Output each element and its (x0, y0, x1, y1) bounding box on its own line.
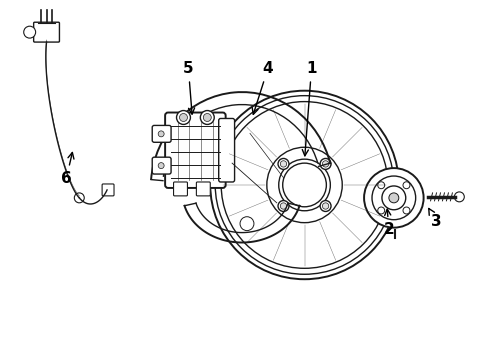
Circle shape (372, 176, 416, 220)
FancyBboxPatch shape (102, 184, 114, 196)
Circle shape (278, 201, 289, 211)
Circle shape (278, 158, 289, 169)
Text: 2: 2 (384, 209, 394, 237)
Circle shape (158, 131, 164, 137)
Circle shape (176, 111, 191, 125)
Circle shape (378, 207, 385, 214)
FancyBboxPatch shape (34, 22, 59, 42)
Text: 3: 3 (429, 208, 442, 229)
FancyBboxPatch shape (152, 157, 171, 174)
Circle shape (403, 207, 410, 214)
Circle shape (24, 26, 36, 38)
Circle shape (320, 201, 331, 211)
Circle shape (179, 113, 188, 121)
Circle shape (403, 182, 410, 189)
FancyBboxPatch shape (196, 182, 210, 196)
Circle shape (322, 203, 329, 209)
Circle shape (320, 158, 331, 169)
Circle shape (322, 161, 329, 167)
Circle shape (364, 168, 424, 228)
Circle shape (158, 163, 164, 168)
Circle shape (203, 113, 211, 121)
Circle shape (280, 161, 287, 167)
Circle shape (200, 111, 214, 125)
FancyBboxPatch shape (173, 182, 188, 196)
Text: 4: 4 (252, 61, 273, 114)
Circle shape (280, 203, 287, 209)
FancyBboxPatch shape (219, 118, 235, 182)
Text: 6: 6 (61, 153, 74, 185)
FancyBboxPatch shape (165, 113, 226, 188)
Text: 5: 5 (183, 61, 195, 114)
Circle shape (74, 193, 84, 203)
Circle shape (389, 193, 399, 203)
Text: 1: 1 (302, 61, 317, 156)
Circle shape (378, 182, 385, 189)
Circle shape (454, 192, 465, 202)
FancyBboxPatch shape (152, 125, 171, 142)
Circle shape (240, 217, 254, 231)
Circle shape (382, 186, 406, 210)
